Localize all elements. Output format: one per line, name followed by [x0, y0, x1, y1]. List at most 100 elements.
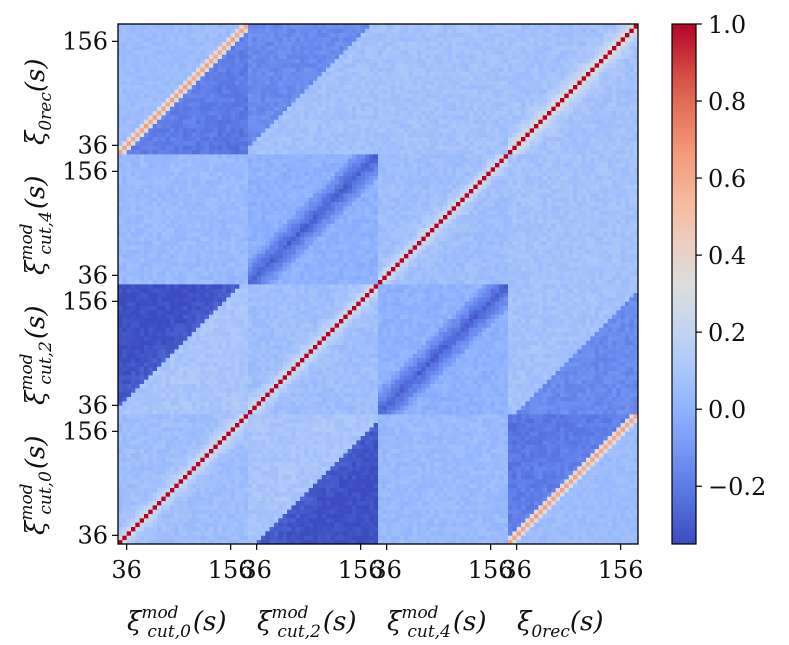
heatmap-cell: [399, 440, 405, 445]
heatmap-cell: [482, 505, 487, 510]
heatmap-cell: [139, 418, 145, 424]
heatmap-cell: [386, 457, 392, 463]
heatmap-cell: [343, 448, 349, 454]
heatmap-cell: [486, 370, 492, 376]
heatmap-cell: [352, 496, 357, 502]
heatmap-cell: [204, 444, 210, 450]
heatmap-cell: [261, 539, 266, 545]
heatmap-cell: [252, 531, 258, 536]
heatmap-cell: [495, 483, 500, 489]
heatmap-cell: [386, 388, 392, 393]
heatmap-cell: [226, 383, 232, 389]
heatmap-cell: [126, 383, 132, 389]
heatmap-cell: [516, 483, 522, 489]
heatmap-cell: [308, 483, 314, 489]
heatmap-cell: [369, 444, 375, 450]
heatmap-cell: [564, 474, 570, 480]
heatmap-cell: [503, 444, 509, 450]
heatmap-cell: [451, 470, 457, 476]
heatmap-cell: [144, 370, 149, 376]
heatmap-cell: [230, 383, 236, 389]
heatmap-cell: [217, 457, 223, 463]
heatmap-cell: [490, 513, 496, 519]
heatmap-cell: [577, 474, 583, 480]
heatmap-cell: [421, 539, 427, 545]
heatmap-cell: [317, 405, 323, 411]
heatmap-cell: [603, 375, 609, 380]
heatmap-cell: [183, 366, 188, 372]
heatmap-cell: [174, 526, 180, 532]
heatmap-cell: [321, 427, 327, 432]
heatmap-cell: [547, 513, 552, 519]
heatmap-cell: [599, 522, 604, 528]
heatmap-cell: [230, 392, 236, 398]
heatmap-cell: [352, 375, 357, 380]
heatmap-cell: [386, 409, 392, 415]
heatmap-cell: [460, 431, 466, 437]
heatmap-cell: [256, 427, 262, 432]
heatmap-cell: [334, 383, 340, 389]
heatmap-cell: [222, 370, 227, 376]
heatmap-cell: [126, 466, 132, 471]
heatmap-cell: [265, 427, 271, 432]
heatmap-cell: [356, 535, 362, 541]
heatmap-cell: [521, 509, 526, 515]
heatmap-cell: [473, 461, 479, 467]
heatmap-cell: [430, 492, 435, 497]
heatmap-cell: [356, 522, 362, 528]
heatmap-cell: [568, 392, 574, 398]
heatmap-cell: [282, 440, 288, 445]
heatmap-cell: [369, 474, 375, 480]
heatmap-cell: [213, 457, 219, 463]
heatmap-cell: [577, 431, 583, 437]
heatmap-cell: [131, 409, 136, 415]
heatmap-cell: [356, 513, 362, 519]
heatmap-cell: [282, 388, 288, 393]
heatmap-cell: [269, 392, 275, 398]
heatmap-cell: [356, 444, 362, 450]
heatmap-cell: [356, 375, 362, 380]
heatmap-cell: [265, 518, 271, 523]
heatmap-cell: [304, 401, 310, 406]
heatmap-cell: [278, 422, 284, 428]
heatmap-cell: [607, 518, 613, 523]
heatmap-cell: [486, 444, 492, 450]
heatmap-cell: [469, 401, 474, 406]
heatmap-cell: [564, 479, 570, 484]
heatmap-cell: [404, 414, 409, 419]
heatmap-cell: [616, 448, 622, 454]
heatmap-cell: [612, 453, 617, 458]
heatmap-cell: [616, 444, 622, 450]
heatmap-cell: [339, 457, 344, 463]
heatmap-cell: [196, 383, 201, 389]
heatmap-cell: [451, 500, 457, 506]
heatmap-cell: [170, 479, 175, 484]
heatmap-cell: [555, 457, 561, 463]
heatmap-cell: [425, 418, 431, 424]
heatmap-cell: [568, 366, 574, 372]
heatmap-cell: [586, 509, 591, 515]
heatmap-cell: [360, 535, 366, 541]
heatmap-cell: [529, 526, 535, 532]
heatmap-cell: [521, 409, 526, 415]
heatmap-cell: [135, 440, 141, 445]
heatmap-cell: [464, 453, 470, 458]
heatmap-cell: [599, 492, 604, 497]
heatmap-cell: [538, 396, 544, 402]
heatmap-cell: [274, 492, 279, 497]
heatmap-cell: [256, 513, 262, 519]
heatmap-cell: [243, 366, 249, 372]
heatmap-cell: [625, 401, 630, 406]
heatmap-cell: [295, 496, 301, 502]
heatmap-cell: [542, 453, 548, 458]
heatmap-cell: [408, 500, 414, 506]
heatmap-cell: [555, 379, 561, 385]
heatmap-cell: [547, 492, 552, 497]
heatmap-cell: [287, 401, 292, 406]
heatmap-cell: [386, 453, 392, 458]
heatmap-cell: [126, 470, 132, 476]
heatmap-cell: [434, 513, 440, 519]
heatmap-cell: [365, 409, 370, 415]
heatmap-cell: [191, 440, 197, 445]
heatmap-cell: [369, 461, 375, 467]
